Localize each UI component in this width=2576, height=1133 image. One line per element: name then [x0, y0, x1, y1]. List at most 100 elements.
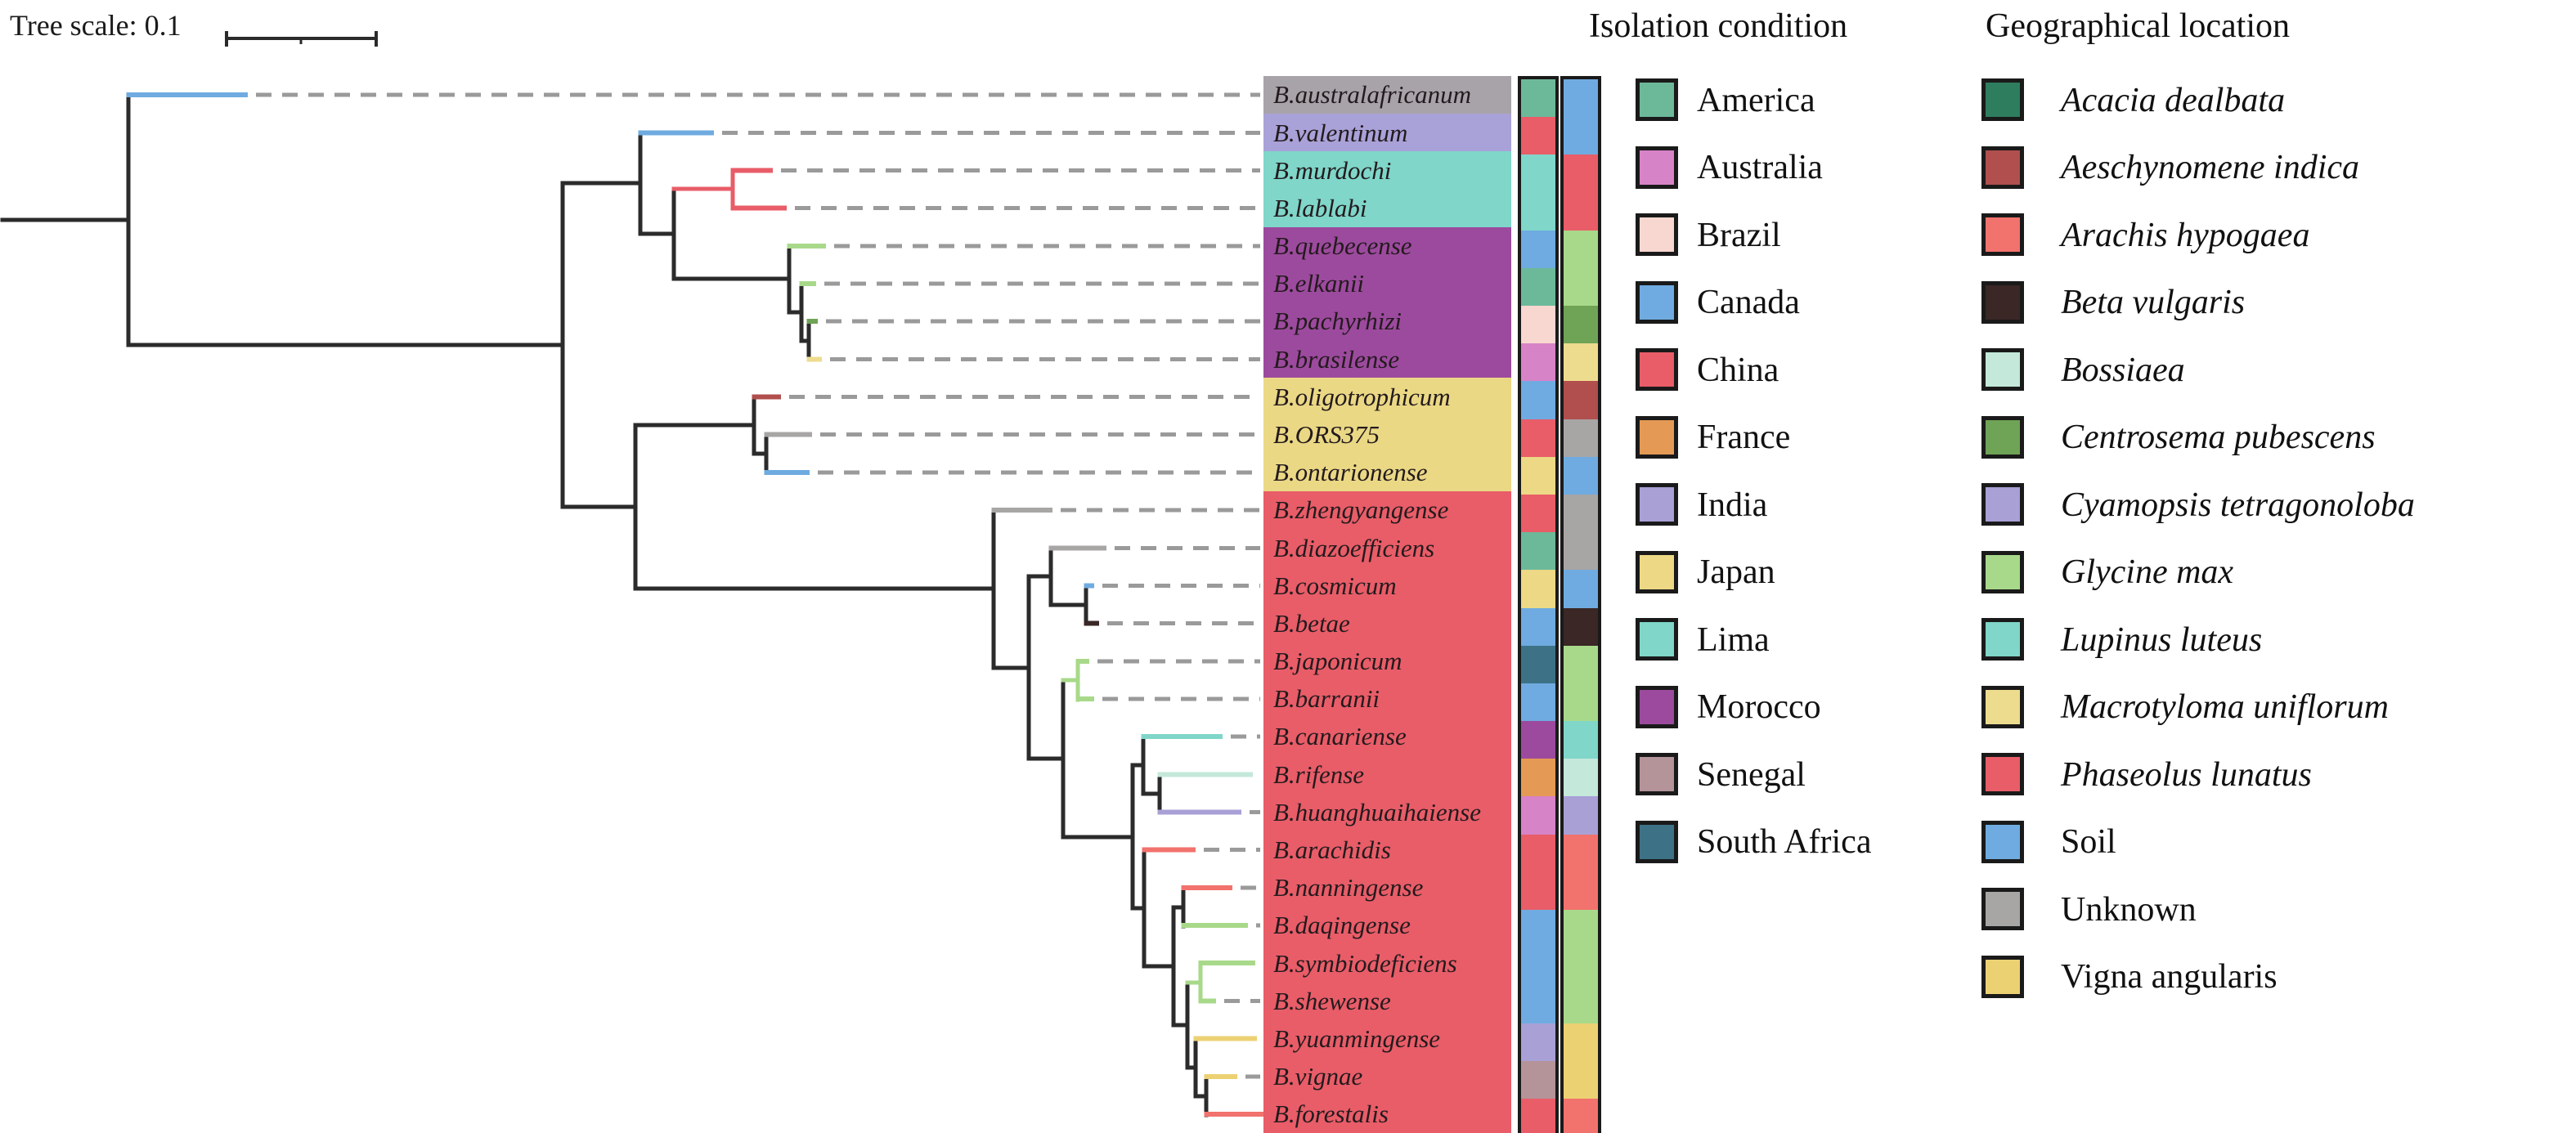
- isolation-cell: [1521, 494, 1555, 533]
- leaf-label: B.pachyrhizi: [1263, 302, 1511, 341]
- leaf-name: B.betae: [1273, 608, 1350, 638]
- location-cell: [1564, 683, 1598, 722]
- leaf-name: B.diazoefficiens: [1273, 533, 1435, 562]
- legend-swatch: [1981, 888, 2024, 930]
- legend-item: Soil: [1981, 820, 2486, 864]
- legend-label: Australia: [1697, 149, 1823, 186]
- location-cell: [1564, 645, 1598, 684]
- location-cell: [1564, 759, 1598, 797]
- legend-label: South Africa: [1697, 823, 1872, 861]
- legend-item: Aeschynomene indica: [1981, 146, 2486, 190]
- legend-location-title: Geographical location: [1986, 7, 2291, 45]
- legend-label: Beta vulgaris: [2061, 284, 2246, 321]
- legend-swatch: [1981, 348, 2024, 391]
- legend-swatch: [1636, 213, 1678, 256]
- leaf-name: B.yuanmingense: [1273, 1023, 1441, 1053]
- isolation-cell: [1521, 117, 1555, 155]
- leaf-name: B.murdochi: [1273, 155, 1392, 185]
- leaf-label: B.japonicum: [1263, 642, 1511, 681]
- legend-swatch: [1636, 146, 1678, 189]
- legend-swatch: [1981, 753, 2024, 795]
- legend-item: Centrosema pubescens: [1981, 415, 2486, 459]
- leaf-label: B.canariense: [1263, 718, 1511, 756]
- tree-scale-label: Tree scale: 0.1: [10, 9, 182, 42]
- isolation-cell: [1521, 192, 1555, 231]
- legend-item: China: [1636, 348, 2122, 392]
- legend-swatch: [1636, 685, 1678, 728]
- legend-label: America: [1697, 81, 1815, 119]
- location-cell: [1564, 721, 1598, 759]
- leaf-name: B.barranii: [1273, 684, 1380, 714]
- leaf-label: B.nanningense: [1263, 868, 1511, 907]
- leaf-name: B.nanningense: [1273, 873, 1424, 902]
- leaf-label: B.barranii: [1263, 679, 1511, 719]
- isolation-cell: [1521, 419, 1555, 458]
- legend-label: Centrosema pubescens: [2061, 419, 2376, 456]
- isolation-cell: [1521, 343, 1555, 383]
- isolation-cell: [1521, 834, 1555, 873]
- location-cell: [1564, 909, 1598, 948]
- legend-item: Arachis hypogaea: [1981, 213, 2486, 257]
- leaf-name: B.daqingense: [1273, 911, 1411, 940]
- legend-item: Bossiaea: [1981, 348, 2486, 392]
- leaf-label: B.huanghuaihaiense: [1263, 793, 1511, 832]
- leaf-label: B.australafricanum: [1263, 76, 1511, 114]
- leaf-label: B.valentinum: [1263, 114, 1511, 152]
- legend-swatch: [1981, 955, 2024, 998]
- leaf-label: B.daqingense: [1263, 906, 1511, 945]
- leaf-name: B.ORS375: [1273, 419, 1380, 449]
- leaf-label: B.symbiodeficiens: [1263, 944, 1511, 983]
- location-strip: [1560, 76, 1601, 1133]
- legend-swatch: [1981, 213, 2024, 256]
- leaf-label: B.quebecense: [1263, 226, 1511, 266]
- legend-swatch: [1981, 483, 2024, 526]
- isolation-cell: [1521, 1060, 1555, 1099]
- isolation-cell: [1521, 570, 1555, 609]
- location-cell: [1564, 343, 1598, 383]
- location-cell: [1564, 381, 1598, 420]
- legend-swatch: [1981, 820, 2024, 863]
- legend-swatch: [1636, 618, 1678, 661]
- leaf-name: B.symbiodeficiens: [1273, 948, 1457, 978]
- location-cell: [1564, 607, 1598, 647]
- isolation-cell: [1521, 947, 1555, 986]
- location-cell: [1564, 871, 1598, 911]
- legend-item: Phaseolus lunatus: [1981, 753, 2486, 796]
- isolation-cell: [1521, 607, 1555, 647]
- isolation-cell: [1521, 306, 1555, 344]
- leaf-label: B.diazoefficiens: [1263, 529, 1511, 567]
- leaf-name: B.australafricanum: [1273, 80, 1471, 110]
- legend-item: Senegal: [1636, 753, 2122, 796]
- legend-item: Vigna angularis: [1981, 955, 2486, 999]
- location-cell: [1564, 117, 1598, 155]
- legend-swatch: [1981, 415, 2024, 459]
- legend-item: Macrotyloma uniflorum: [1981, 685, 2486, 729]
- legend-item: Japan: [1636, 550, 2122, 594]
- location-cell: [1564, 267, 1598, 307]
- isolation-cell: [1521, 1098, 1555, 1133]
- isolation-cell: [1521, 79, 1555, 118]
- legend-item: France: [1636, 415, 2122, 459]
- legend-label: Senegal: [1697, 755, 1806, 794]
- location-cell: [1564, 230, 1598, 269]
- legend-swatch: [1981, 618, 2024, 661]
- legend-swatch: [1636, 820, 1678, 863]
- legend-swatch: [1636, 483, 1678, 526]
- legend-item: India: [1636, 483, 2122, 526]
- leaf-label: B.oligotrophicum: [1263, 378, 1511, 417]
- legend-label: Arachis hypogaea: [2061, 216, 2310, 254]
- leaf-label: B.ontarionense: [1263, 453, 1511, 492]
- leaf-name: B.quebecense: [1273, 231, 1412, 261]
- leaf-label: B.ORS375: [1263, 415, 1511, 455]
- location-cell: [1564, 1023, 1598, 1062]
- legend-swatch: [1636, 280, 1678, 324]
- legend-swatch: [1636, 753, 1678, 795]
- legend-item: South Africa: [1636, 820, 2122, 864]
- leaf-name: B.cosmicum: [1273, 571, 1397, 600]
- legend-label: Bossiaea: [2061, 351, 2185, 389]
- legend-label: Aeschynomene indica: [2061, 149, 2360, 186]
- legend-label: Phaseolus lunatus: [2061, 755, 2312, 794]
- isolation-cell: [1521, 909, 1555, 948]
- isolation-cell: [1521, 645, 1555, 684]
